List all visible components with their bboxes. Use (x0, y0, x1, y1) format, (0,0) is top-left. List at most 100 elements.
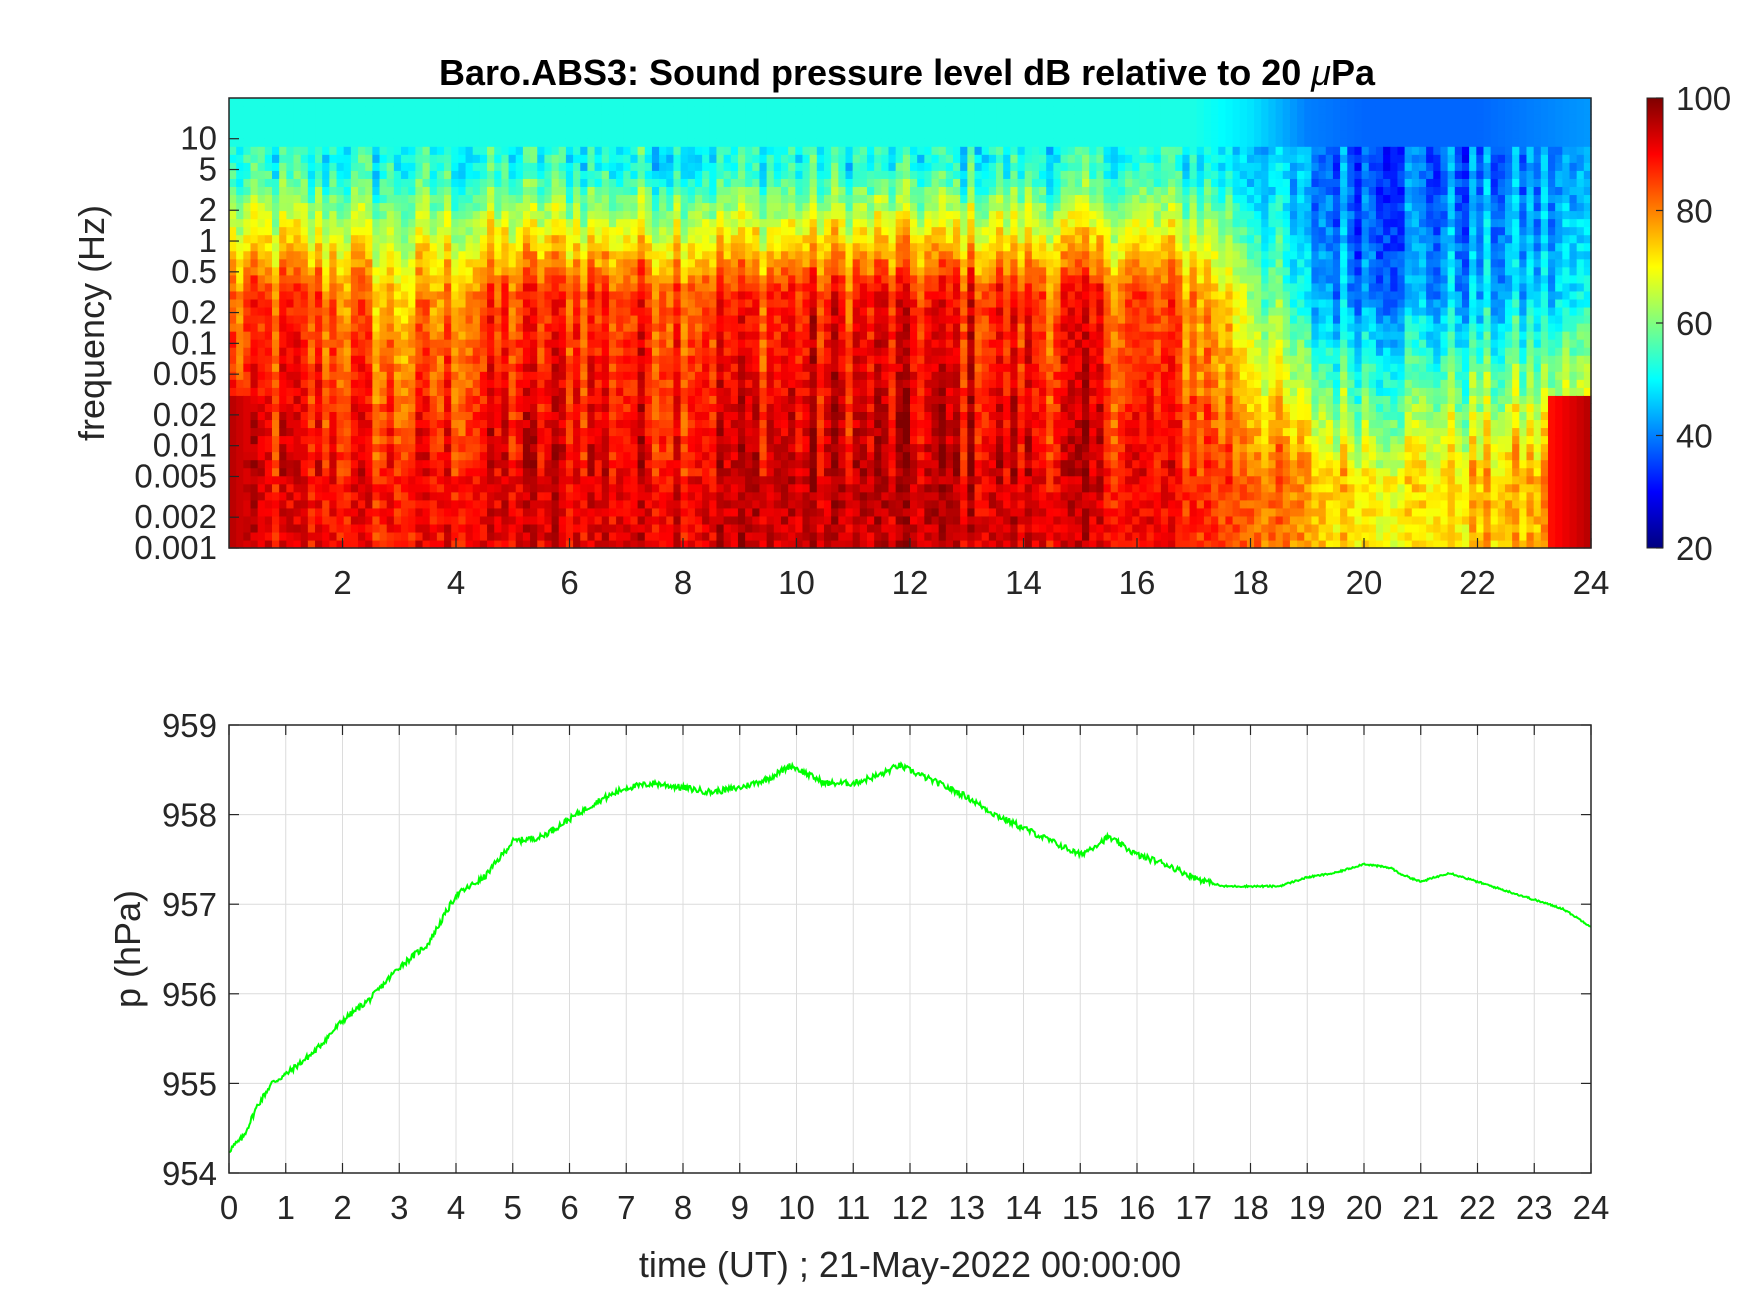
heatmap-cell (293, 379, 302, 388)
heatmap-cell (716, 491, 725, 501)
heatmap-cell (444, 122, 452, 131)
heatmap-cell (623, 146, 632, 155)
heatmap-cell (551, 339, 560, 348)
heatmap-cell (250, 226, 259, 236)
heatmap-cell (479, 419, 488, 429)
heatmap-cell (816, 282, 825, 292)
heatmap-cell (823, 331, 832, 340)
heatmap-cell (515, 114, 524, 123)
heatmap-cell (286, 467, 295, 477)
heatmap-cell (522, 443, 531, 453)
heatmap-cell (666, 106, 675, 115)
heatmap-cell (623, 475, 632, 485)
heatmap-cell (745, 282, 753, 292)
heatmap-cell (436, 355, 445, 364)
heatmap-cell (651, 443, 660, 453)
heatmap-cell (723, 258, 732, 268)
heatmap-cell (709, 371, 718, 380)
heatmap-cell (257, 323, 266, 332)
heatmap-cell (379, 323, 388, 332)
heatmap-cell (515, 419, 524, 429)
heatmap-cell (594, 122, 603, 131)
heatmap-cell (479, 106, 488, 115)
heatmap-cell (608, 427, 617, 437)
heatmap-cell (229, 234, 237, 244)
heatmap-cell (659, 539, 667, 549)
heatmap-cell (802, 306, 811, 316)
heatmap-cell (350, 298, 359, 308)
heatmap-cell (501, 186, 510, 196)
heatmap-cell (737, 234, 746, 244)
heatmap-cell (551, 467, 560, 477)
heatmap-cell (788, 379, 796, 388)
heatmap-cell (350, 138, 359, 147)
heatmap-cell (616, 483, 624, 493)
heatmap-cell (730, 226, 739, 236)
heatmap-cell (745, 499, 753, 509)
heatmap-cell (608, 419, 617, 429)
heatmap-cell (623, 411, 632, 421)
heatmap-cell (745, 403, 753, 412)
heatmap-cell (601, 371, 610, 380)
heatmap-cell (358, 146, 366, 155)
heatmap-cell (286, 411, 295, 421)
heatmap-cell (666, 186, 675, 196)
heatmap-cell (809, 146, 818, 155)
heatmap-cell (544, 162, 553, 171)
heatmap-cell (436, 226, 445, 236)
heatmap-cell (436, 106, 445, 115)
heatmap-cell (472, 355, 481, 364)
heatmap-cell (286, 499, 295, 509)
heatmap-cell (580, 218, 589, 228)
heatmap-cell (666, 210, 675, 220)
heatmap-cell (687, 419, 696, 429)
heatmap-cell (501, 250, 510, 260)
heatmap-cell (522, 106, 531, 115)
heatmap-cell (408, 355, 416, 364)
heatmap-cell (838, 451, 847, 461)
heatmap-cell (336, 162, 345, 171)
heatmap-cell (329, 218, 338, 228)
heatmap-cell (465, 98, 474, 107)
heatmap-cell (659, 162, 667, 171)
heatmap-cell (458, 162, 467, 171)
heatmap-cell (458, 379, 467, 388)
heatmap-cell (823, 226, 832, 236)
heatmap-cell (415, 178, 424, 187)
heatmap-cell (537, 459, 546, 469)
heatmap-cell (723, 379, 732, 388)
heatmap-cell (737, 146, 746, 155)
heatmap-cell (594, 363, 603, 372)
heatmap-cell (666, 290, 675, 300)
heatmap-cell (408, 459, 416, 469)
heatmap-cell (852, 154, 861, 163)
heatmap-cell (307, 323, 316, 332)
heatmap-cell (616, 282, 624, 292)
heatmap-cell (329, 186, 338, 196)
heatmap-cell (458, 419, 467, 429)
heatmap-cell (580, 234, 589, 244)
heatmap-cell (379, 387, 388, 396)
heatmap-cell (372, 250, 381, 260)
heatmap-cell (587, 419, 596, 429)
heatmap-cell (415, 98, 424, 107)
heatmap-cell (816, 170, 825, 179)
heatmap-cell (293, 170, 302, 179)
heatmap-cell (422, 427, 431, 437)
heatmap-cell (659, 146, 667, 155)
heatmap-cell (436, 515, 445, 525)
heatmap-cell (580, 242, 589, 252)
heatmap-cell (608, 459, 617, 469)
heatmap-cell (594, 499, 603, 509)
heatmap-cell (422, 499, 431, 509)
heatmap-cell (594, 250, 603, 260)
heatmap-cell (286, 154, 295, 163)
heatmap-cell (300, 314, 309, 324)
heatmap-cell (393, 154, 402, 163)
heatmap-cell (408, 499, 416, 509)
heatmap-cell (264, 379, 273, 388)
heatmap-cell (508, 371, 517, 380)
heatmap-cell (831, 138, 839, 147)
heatmap-cell (558, 379, 567, 388)
heatmap-cell (623, 298, 632, 308)
